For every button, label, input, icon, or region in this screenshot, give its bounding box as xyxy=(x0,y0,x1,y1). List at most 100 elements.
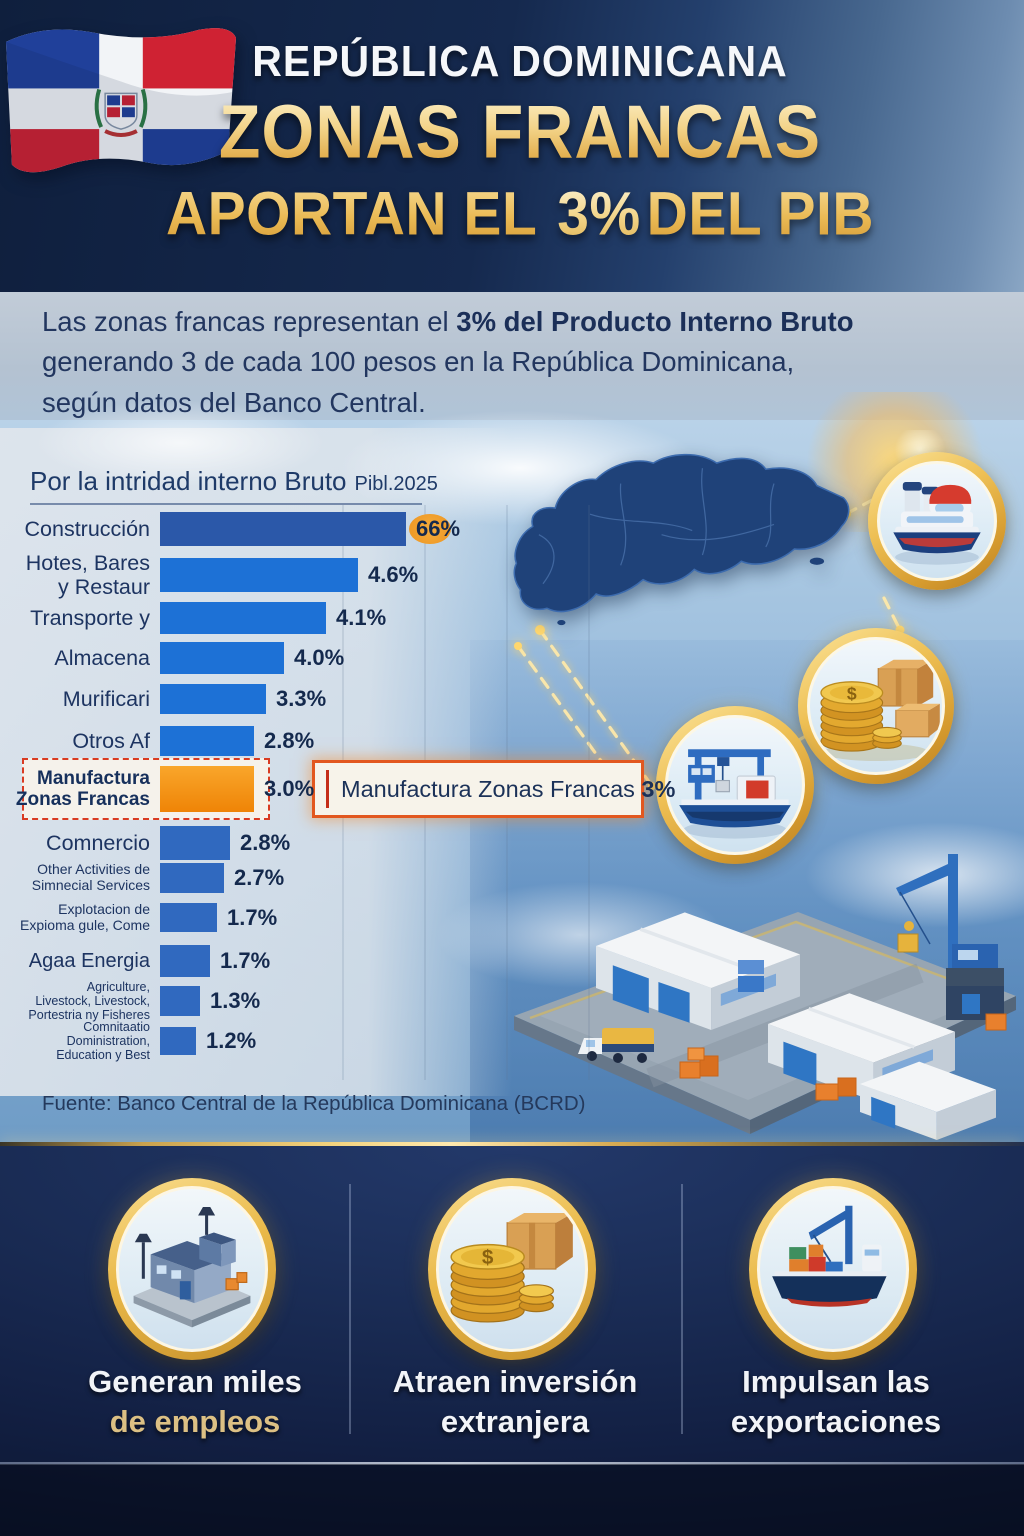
factory-icon xyxy=(133,1206,251,1328)
bar xyxy=(160,684,266,714)
country-title: REPÚBLICA DOMINICANA xyxy=(252,36,788,86)
chart-title-note: Pibl.2025 xyxy=(354,473,438,495)
bar xyxy=(160,766,254,812)
chart-row: Agaa Energia 1.7% xyxy=(0,945,680,977)
investment-coins-icon: $ xyxy=(450,1213,573,1323)
intro-paragraph: Las zonas francas representan el 3% del … xyxy=(42,302,902,423)
bar xyxy=(160,903,217,932)
intro-line3: según datos del Banco Central. xyxy=(42,386,426,418)
bar-label: Otros Af xyxy=(72,728,150,753)
bar xyxy=(160,512,406,546)
cargo-crates xyxy=(679,1013,1007,1101)
subtitle-prefix: APORTAN EL xyxy=(166,179,538,249)
main-title: ZONAS FRANCAS xyxy=(150,89,890,175)
bar-value: 4.0% xyxy=(294,645,345,670)
bar-value: 4.1% xyxy=(336,605,387,630)
bar-label: Agaa Energia xyxy=(28,949,150,972)
benefit-line1: Atraen inversión xyxy=(392,1364,638,1399)
benefit-line2: de empleos xyxy=(109,1404,281,1440)
bar-label: Transporte y xyxy=(30,605,150,630)
intro-lead-bold: 3% del Producto Interno Bruto xyxy=(456,306,854,337)
bar-value: 1.7% xyxy=(220,948,271,973)
dominican-flag xyxy=(2,22,240,202)
exports-medallion xyxy=(749,1178,917,1360)
chart-row: Explotacion de Expioma gule, Come 1.7% xyxy=(0,900,680,933)
chart-title-text: Por la intridad interno Bruto xyxy=(30,466,347,496)
chart-title: Por la intridad interno Bruto Pibl.2025 xyxy=(30,466,438,497)
footer-divider xyxy=(349,1184,351,1434)
chart-row: Agriculture, Livestock, Livestock, Portest… xyxy=(0,980,680,1022)
svg-text:$: $ xyxy=(847,683,857,703)
footer-bottom-line xyxy=(0,1462,1024,1465)
bar-label: Almacena xyxy=(54,645,150,670)
blue-containers xyxy=(738,960,764,992)
manufactura-callout: Manufactura Zonas Francas 3% xyxy=(312,760,675,818)
footer-bottom-band xyxy=(0,1464,1024,1536)
chart-row: Manufactura Zonas Francas 3.0% Manufactura … xyxy=(0,758,680,820)
intro-line2: generando 3 de cada 100 pesos en la Repú… xyxy=(42,346,795,378)
bar-label: Manufactura Zonas Francas xyxy=(15,767,150,810)
bar-value: 2.8% xyxy=(240,830,291,855)
footer-divider xyxy=(681,1184,683,1434)
bar-value: 1.7% xyxy=(227,904,278,930)
bar xyxy=(160,602,326,634)
bar xyxy=(160,558,358,592)
bar xyxy=(160,986,200,1016)
bar-value: 1.2% xyxy=(206,1028,257,1053)
bar-label: Other Activities de Simnecial Services xyxy=(31,861,150,893)
employment-medallion xyxy=(108,1178,276,1360)
benefit-label-investment: Atraen inversión extranjera xyxy=(347,1362,683,1443)
chart-row: Otros Af 2.8% xyxy=(0,726,680,756)
subtitle-percvalue: 3% xyxy=(557,179,641,249)
warehouse xyxy=(860,1061,996,1140)
bar-value: 3.0% xyxy=(264,776,315,801)
bar-value: 3.3% xyxy=(276,686,327,711)
bar xyxy=(160,642,284,674)
chart-row: Comnercio 2.8% xyxy=(0,826,680,860)
chart-row: Transporte y 4.1% xyxy=(0,602,680,634)
header-titles: REPÚBLICA DOMINICANA ZONAS FRANCAS APORT… xyxy=(150,36,890,249)
benefit-label-employment: Generan miles de empleos xyxy=(27,1362,363,1443)
bar-label: Explotacion de Expioma gule, Come xyxy=(20,900,150,933)
cloud-shape xyxy=(30,398,330,488)
source-note: Fuente: Banco Central de la República Do… xyxy=(42,1092,586,1115)
subtitle: APORTAN EL 3% DEL PIB xyxy=(150,178,890,249)
callout-text: Manufactura Zonas Francas 3% xyxy=(341,775,676,802)
benefit-line2: extranjera xyxy=(440,1404,590,1440)
bar-value: 1.3% xyxy=(210,988,261,1013)
callout-divider xyxy=(326,770,329,808)
intro-lead: Las zonas francas representan el xyxy=(42,306,449,337)
bar-label: Agriculture, Livestock, Livestock, Portest… xyxy=(28,980,150,1022)
investment-medallion: $ xyxy=(428,1178,596,1360)
chart-row: Hotes, Bares y Restaur 4.6% xyxy=(0,550,680,599)
dominican-republic-map xyxy=(498,412,866,674)
chart-row: Construcción 66% xyxy=(0,512,680,546)
port-crane-icon xyxy=(679,749,791,839)
chart-row: Almacena 4.0% xyxy=(0,642,680,674)
cargo-ship-icon xyxy=(772,1205,887,1307)
bar xyxy=(160,726,254,756)
benefit-label-exports: Impulsan las exportaciones xyxy=(668,1362,1004,1443)
subtitle-suffix: DEL PIB xyxy=(646,179,874,249)
chart-row: Other Activities de Simnecial Services 2.7… xyxy=(0,861,680,893)
bar-label: Construcción xyxy=(24,516,150,541)
bar-label: Hotes, Bares y Restaur xyxy=(25,550,150,599)
coins-orb: $ xyxy=(798,628,954,784)
bar xyxy=(160,863,224,893)
value-highlight-ellipse xyxy=(409,514,451,544)
benefit-line1: Generan miles xyxy=(88,1364,302,1399)
port-crane-orb xyxy=(656,706,814,864)
delivery-truck xyxy=(578,1028,654,1063)
bar xyxy=(160,826,230,860)
benefit-line1: Impulsan las xyxy=(742,1364,930,1399)
svg-text:$: $ xyxy=(482,1246,494,1269)
ferry-icon xyxy=(893,482,981,565)
benefit-line2: exportaciones xyxy=(730,1404,942,1440)
bar-value: 4.6% xyxy=(368,562,419,587)
bar-value: 66% xyxy=(409,512,460,546)
chart-row: Murificari 3.3% xyxy=(0,684,680,714)
chart-title-underline xyxy=(30,503,422,505)
